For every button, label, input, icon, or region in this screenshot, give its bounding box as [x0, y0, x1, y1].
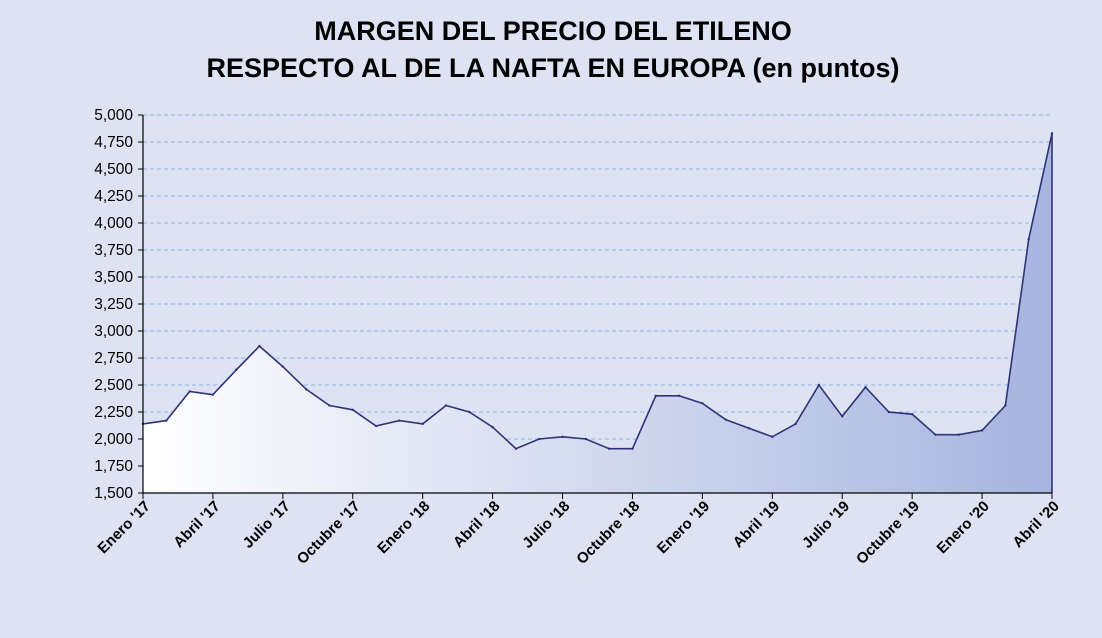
data-point: [794, 422, 797, 426]
y-tick-label: 1,750: [94, 458, 133, 475]
data-point: [398, 419, 401, 422]
y-tick-label: 2,500: [94, 377, 133, 394]
grid-lines: [143, 114, 1052, 467]
data-point: [677, 394, 681, 397]
data-point: [281, 365, 285, 368]
y-tick-label: 3,250: [94, 296, 133, 313]
data-point: [561, 435, 564, 439]
series-area: [143, 133, 1052, 493]
data-point: [957, 433, 960, 436]
data-point: [864, 385, 867, 389]
data-point: [584, 437, 588, 441]
data-point: [934, 433, 937, 436]
data-point: [211, 393, 215, 396]
x-tick-label: Enero '18: [374, 498, 433, 557]
x-tick-label: Abril '19: [730, 498, 783, 551]
data-point: [607, 447, 611, 450]
chart-title-line-2: RESPECTO AL DE LA NAFTA EN EUROPA (en pu…: [206, 53, 899, 83]
data-point: [980, 429, 984, 432]
x-tick-label: Julio '19: [799, 498, 853, 552]
y-tick-label: 1,500: [94, 485, 133, 502]
data-point: [491, 425, 494, 429]
x-tick-label: Octubre '18: [573, 498, 643, 568]
y-tick-label: 2,750: [94, 350, 133, 367]
data-point: [747, 427, 751, 430]
data-point: [1004, 404, 1007, 407]
data-point: [887, 410, 891, 414]
y-tick-label: 3,500: [94, 269, 133, 286]
chart-title-line-1: MARGEN DEL PRECIO DEL ETILENO: [314, 16, 792, 46]
data-point: [328, 404, 331, 407]
data-point: [701, 402, 704, 405]
data-point: [654, 394, 657, 397]
data-point: [631, 447, 634, 450]
data-point: [444, 404, 448, 407]
y-tick-label: 3,750: [94, 242, 133, 259]
x-tick-label: Enero '20: [934, 498, 993, 557]
y-tick-label: 2,250: [94, 404, 133, 421]
data-point: [165, 419, 168, 422]
data-point: [538, 437, 541, 441]
x-tick-label: Abril '20: [1009, 498, 1062, 551]
y-axis-tick-labels: 1,500 1,750 2,000 2,250 2,500 2,750 3,000 3,250…: [94, 107, 133, 502]
data-point: [514, 447, 518, 450]
y-tick-label: 4,500: [94, 161, 133, 178]
data-point: [841, 415, 844, 418]
data-point: [724, 418, 727, 421]
axes: [138, 114, 1053, 499]
data-point: [258, 344, 261, 348]
x-tick-label: Enero '17: [94, 498, 153, 557]
y-tick-label: 2,000: [94, 431, 133, 448]
y-tick-label: 3,000: [94, 323, 133, 340]
data-point: [771, 435, 774, 439]
data-point: [910, 412, 914, 416]
data-point: [188, 390, 191, 393]
data-point: [1027, 238, 1030, 241]
data-point: [468, 410, 471, 414]
y-tick-label: 5,000: [94, 107, 133, 124]
data-point: [351, 408, 354, 412]
x-tick-label: Julio '17: [240, 498, 294, 552]
data-point: [304, 388, 308, 391]
y-tick-label: 4,000: [94, 215, 133, 232]
x-tick-label: Octubre '19: [853, 498, 923, 568]
x-tick-label: Enero '19: [654, 498, 713, 557]
data-point: [817, 383, 821, 387]
series-line: [142, 133, 1053, 450]
y-tick-label: 4,750: [94, 134, 133, 151]
y-tick-label: 4,250: [94, 188, 133, 205]
x-tick-label: Octubre '17: [294, 498, 364, 568]
x-tick-label: Abril '17: [170, 498, 223, 551]
x-axis-tick-labels: Enero '17 Abril '17 Julio '17 Octubre '17 En…: [94, 498, 1062, 568]
x-tick-label: Julio '18: [519, 498, 573, 552]
data-point: [235, 368, 238, 372]
series-points: [141, 132, 1054, 450]
data-point: [374, 424, 378, 428]
x-tick-label: Abril '18: [450, 498, 503, 551]
data-point: [421, 422, 424, 426]
